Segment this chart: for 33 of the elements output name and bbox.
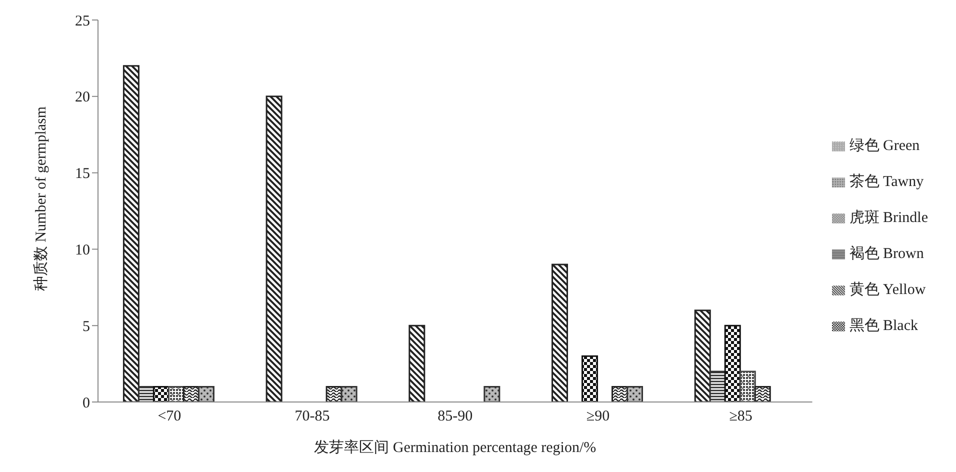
- x-axis-title: 发芽率区间 Germination percentage region/%: [314, 439, 596, 456]
- bar: [552, 264, 568, 402]
- legend-label: 褐色 Brown: [849, 246, 924, 262]
- bar: [408, 324, 426, 402]
- y-tick-label: 10: [75, 242, 90, 259]
- bar: [694, 310, 711, 402]
- x-tick-label: 85-90: [438, 408, 473, 425]
- legend-label: 黑色 Black: [849, 318, 918, 334]
- legend-label: 黄色 Yellow: [849, 282, 926, 298]
- bar: [198, 386, 214, 402]
- bar: [122, 65, 140, 402]
- legend-label: 虎斑 Brindle: [849, 210, 928, 226]
- bar: [739, 370, 756, 402]
- bar: [340, 386, 358, 402]
- y-tick-label: 15: [75, 166, 90, 182]
- bar: [754, 386, 771, 402]
- y-tick-label: 25: [75, 13, 90, 30]
- x-tick-label: ≥85: [729, 408, 752, 425]
- y-axis-title: 种质数 Number of germplasm: [32, 106, 50, 291]
- y-tick-label: 20: [75, 90, 90, 106]
- x-tick-label: ≥90: [586, 408, 610, 425]
- bar: [709, 370, 726, 402]
- bar: [626, 386, 644, 402]
- legend-label: 茶色 Tawny: [849, 174, 924, 190]
- bar: [582, 355, 598, 402]
- x-tick-label: <70: [158, 408, 182, 425]
- legend-label: 绿色 Green: [849, 138, 920, 154]
- y-tick-label: 5: [82, 318, 90, 335]
- x-tick-label: 70-85: [294, 408, 330, 425]
- bar: [724, 324, 741, 402]
- bar: [266, 96, 282, 402]
- y-tick-label: 0: [82, 395, 90, 412]
- bar: [484, 386, 500, 402]
